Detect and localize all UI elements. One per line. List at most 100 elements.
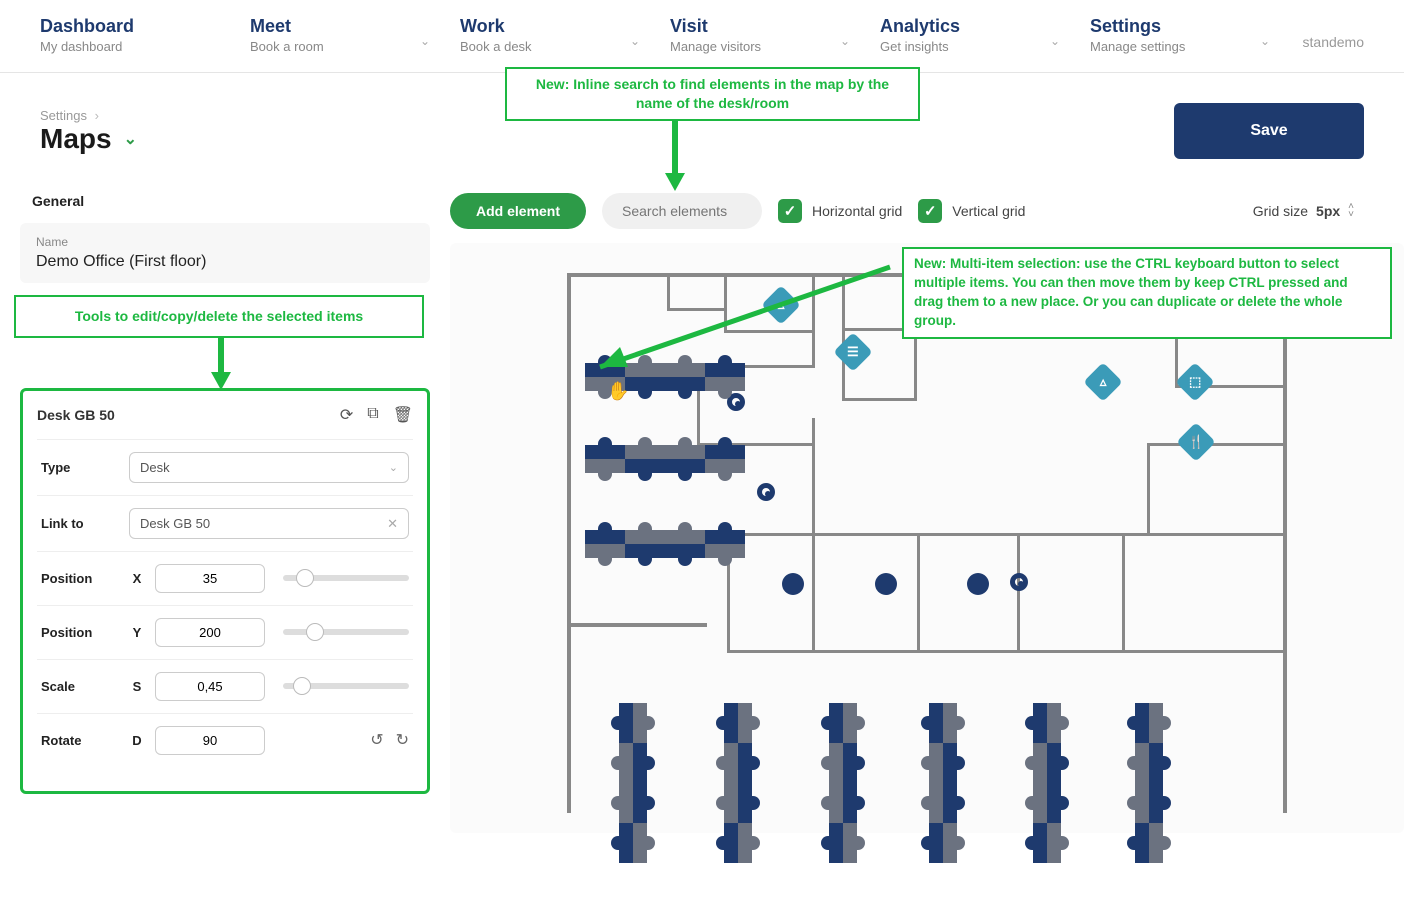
link-value: Desk GB 50 xyxy=(140,516,210,531)
refresh-icon[interactable]: ⟳ xyxy=(340,405,353,425)
vertical-grid-checkbox[interactable]: ✓ xyxy=(918,199,942,223)
callout-search: New: Inline search to find elements in t… xyxy=(505,67,920,121)
nav-user[interactable]: standemo xyxy=(1303,16,1364,50)
name-value: Demo Office (First floor) xyxy=(36,253,414,271)
nav-visit[interactable]: Visit Manage visitors ⌄ xyxy=(670,16,880,54)
copy-icon[interactable]: ⧉ xyxy=(367,405,378,425)
room-marker[interactable] xyxy=(782,573,804,595)
scale-label: Scale xyxy=(41,679,119,694)
arrow-multi-select xyxy=(570,257,900,387)
room-marker[interactable] xyxy=(967,573,989,595)
nav-meet[interactable]: Meet Book a room ⌄ xyxy=(250,16,460,54)
page-header: Settings › Maps ⌄ New: Inline search to … xyxy=(0,73,1404,179)
add-element-button[interactable]: Add element xyxy=(450,193,586,229)
map-canvas[interactable]: + New: Multi-item selection: use the CTR… xyxy=(450,243,1404,833)
chevron-down-icon: ⌄ xyxy=(420,34,430,48)
wall-segment xyxy=(842,398,917,401)
y-label: Y xyxy=(129,625,145,640)
s-label: S xyxy=(129,679,145,694)
properties-panel: Desk GB 50 ⟳ ⧉ 🗑 Type Desk ⌄ Link to Des… xyxy=(20,388,430,794)
grid-size-value: 5px xyxy=(1316,203,1340,219)
desk-cluster[interactable] xyxy=(927,703,959,863)
rotate-cw-icon[interactable]: ↻ xyxy=(396,730,409,750)
desk-cluster[interactable] xyxy=(585,443,745,475)
wall-segment xyxy=(1122,533,1125,653)
section-general: General xyxy=(20,193,120,209)
scale-input[interactable] xyxy=(155,672,265,701)
position-x-slider[interactable] xyxy=(283,575,409,581)
grid-size-label: Grid size xyxy=(1253,203,1308,219)
wall-segment xyxy=(727,650,1287,653)
desk-cluster[interactable] xyxy=(827,703,859,863)
amenity-icon[interactable]: 🍴 xyxy=(1176,422,1216,462)
slider-thumb[interactable] xyxy=(293,677,311,695)
chevron-right-icon: › xyxy=(95,108,99,123)
chevron-down-icon: ⌄ xyxy=(1260,34,1270,48)
nav-settings[interactable]: Settings Manage settings ⌄ xyxy=(1090,16,1300,54)
chevron-down-icon: ⌄ xyxy=(1050,34,1060,48)
callout-arrow xyxy=(218,338,224,374)
room-marker[interactable] xyxy=(757,483,775,501)
amenity-icon[interactable]: ▵ xyxy=(1083,362,1123,402)
page-title: Maps xyxy=(40,123,112,155)
map-name-card[interactable]: Name Demo Office (First floor) xyxy=(20,223,430,283)
position-x-input[interactable] xyxy=(155,564,265,593)
room-marker[interactable] xyxy=(875,573,897,595)
room-marker[interactable] xyxy=(1010,573,1028,591)
nav-title: Dashboard xyxy=(40,16,250,37)
wall-segment xyxy=(917,533,920,653)
wall-segment xyxy=(1017,533,1020,653)
wall-segment xyxy=(1283,273,1287,813)
type-select[interactable]: Desk ⌄ xyxy=(129,452,409,483)
link-select[interactable]: Desk GB 50 ✕ xyxy=(129,508,409,539)
right-column: Add element ✓ Horizontal grid ✓ Vertical… xyxy=(450,179,1404,833)
desk-cluster[interactable] xyxy=(585,528,745,560)
wall-segment xyxy=(567,623,707,627)
horizontal-grid-checkbox[interactable]: ✓ xyxy=(778,199,802,223)
nav-dashboard[interactable]: Dashboard My dashboard xyxy=(40,16,250,54)
callout-tools: Tools to edit/copy/delete the selected i… xyxy=(14,295,424,338)
desk-cluster[interactable] xyxy=(722,703,754,863)
vertical-grid-label: Vertical grid xyxy=(952,203,1025,219)
scale-slider[interactable] xyxy=(283,683,409,689)
rotate-label: Rotate xyxy=(41,733,119,748)
callout-multi-select: New: Multi-item selection: use the CTRL … xyxy=(902,247,1392,339)
delete-icon[interactable]: 🗑 xyxy=(393,405,413,425)
slider-thumb[interactable] xyxy=(296,569,314,587)
arrow-down-icon xyxy=(211,372,231,390)
slider-thumb[interactable] xyxy=(306,623,324,641)
selected-element-title: Desk GB 50 xyxy=(37,407,115,423)
left-column: General Name Demo Office (First floor) T… xyxy=(20,179,430,833)
breadcrumb[interactable]: Settings › xyxy=(40,108,137,123)
grid-size-stepper[interactable]: ˄˅ xyxy=(1348,203,1354,219)
desk-cluster[interactable] xyxy=(617,703,649,863)
position-y-slider[interactable] xyxy=(283,629,409,635)
desk-cluster[interactable] xyxy=(1133,703,1165,863)
d-label: D xyxy=(129,733,145,748)
save-button[interactable]: Save xyxy=(1174,103,1364,159)
desk-cluster[interactable] xyxy=(1031,703,1063,863)
content-area: General Name Demo Office (First floor) T… xyxy=(0,179,1404,833)
rotate-ccw-icon[interactable]: ↺ xyxy=(370,730,383,750)
position-x-label: Position xyxy=(41,571,119,586)
nav-work[interactable]: Work Book a desk ⌄ xyxy=(460,16,670,54)
amenity-icon[interactable]: ⬚ xyxy=(1175,362,1215,402)
nav-analytics[interactable]: Analytics Get insights ⌄ xyxy=(880,16,1090,54)
chevron-down-icon[interactable]: ⌄ xyxy=(124,129,137,149)
chevron-down-icon[interactable]: ˅ xyxy=(1348,211,1354,219)
link-label: Link to xyxy=(41,516,119,531)
rotate-input[interactable] xyxy=(155,726,265,755)
clear-icon[interactable]: ✕ xyxy=(387,516,398,532)
breadcrumb-parent: Settings xyxy=(40,108,87,123)
horizontal-grid-label: Horizontal grid xyxy=(812,203,902,219)
wall-segment xyxy=(812,533,1122,536)
position-y-input[interactable] xyxy=(155,618,265,647)
x-label: X xyxy=(129,571,145,586)
arrow-down-icon xyxy=(665,173,685,191)
position-y-label: Position xyxy=(41,625,119,640)
search-input[interactable] xyxy=(602,193,762,229)
chevron-down-icon: ⌄ xyxy=(840,34,850,48)
chevron-down-icon: ⌄ xyxy=(630,34,640,48)
wall-segment xyxy=(1212,533,1287,536)
wall-segment xyxy=(914,328,917,401)
